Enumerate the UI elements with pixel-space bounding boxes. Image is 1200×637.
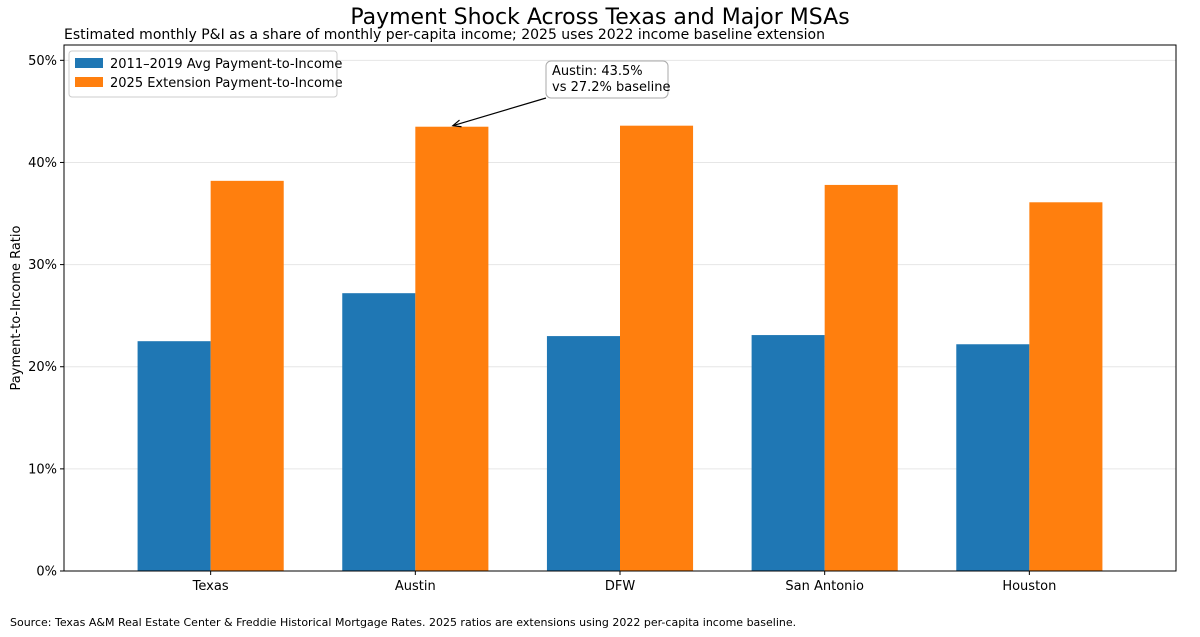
chart-subtitle: Estimated monthly P&I as a share of mont… bbox=[64, 27, 825, 43]
legend-swatch bbox=[75, 77, 103, 87]
x-tick-label: Texas bbox=[192, 579, 229, 594]
x-tick-label: Houston bbox=[1002, 579, 1056, 594]
chart-title: Payment Shock Across Texas and Major MSA… bbox=[350, 5, 850, 30]
annotation-box bbox=[545, 60, 669, 99]
annotation-arrow bbox=[452, 97, 547, 127]
bar-extension bbox=[210, 180, 284, 572]
legend-swatch bbox=[75, 58, 103, 68]
y-tick-label: 40% bbox=[28, 156, 57, 171]
x-tick-label: San Antonio bbox=[785, 579, 864, 594]
bar-extension bbox=[620, 125, 694, 571]
source-note: Source: Texas A&M Real Estate Center & F… bbox=[10, 616, 797, 629]
annotation-arrowhead bbox=[451, 119, 462, 128]
bar-baseline bbox=[546, 336, 620, 571]
x-tick-label: Austin bbox=[395, 579, 436, 594]
annotation-text: vs 27.2% baseline bbox=[552, 80, 670, 95]
y-tick-label: 0% bbox=[36, 565, 57, 580]
bar-baseline bbox=[342, 293, 416, 571]
y-tick-label: 30% bbox=[28, 258, 57, 273]
legend-box bbox=[68, 50, 338, 98]
y-axis-label: Payment-to-Income Ratio bbox=[9, 225, 24, 390]
legend-label: 2011–2019 Avg Payment-to-Income bbox=[110, 57, 342, 72]
annotation: Austin: 43.5%vs 27.2% baseline bbox=[451, 60, 670, 128]
annotation-text: Austin: 43.5% bbox=[552, 64, 643, 79]
bar-extension bbox=[824, 184, 898, 571]
bar-extension bbox=[1029, 202, 1103, 572]
y-tick-label: 20% bbox=[28, 360, 57, 375]
legend: 2011–2019 Avg Payment-to-Income 2025 Exte… bbox=[68, 50, 343, 98]
bar-baseline bbox=[956, 344, 1030, 571]
x-tick-label: DFW bbox=[605, 579, 635, 594]
y-tick-label: 50% bbox=[28, 54, 57, 69]
bar-baseline bbox=[137, 341, 211, 571]
y-tick-label: 10% bbox=[28, 462, 57, 477]
legend-label: 2025 Extension Payment-to-Income bbox=[110, 76, 343, 91]
bar-baseline bbox=[751, 335, 825, 571]
bar-extension bbox=[415, 126, 489, 571]
